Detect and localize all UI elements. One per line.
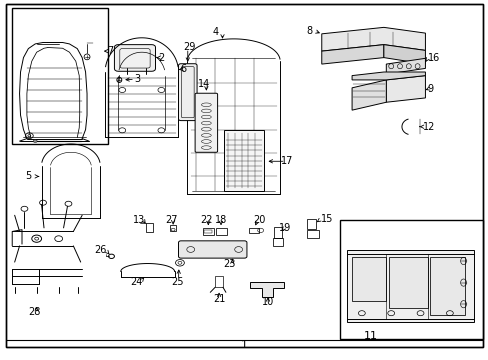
Polygon shape bbox=[321, 45, 383, 64]
Text: 2: 2 bbox=[158, 53, 164, 63]
Bar bbox=[272, 238, 282, 246]
Text: 18: 18 bbox=[214, 215, 227, 225]
Text: 11: 11 bbox=[363, 330, 377, 341]
Text: 9: 9 bbox=[427, 84, 433, 94]
Text: 24: 24 bbox=[130, 276, 143, 287]
Text: 21: 21 bbox=[212, 294, 225, 304]
FancyBboxPatch shape bbox=[195, 93, 217, 152]
Bar bbox=[145, 223, 152, 232]
FancyBboxPatch shape bbox=[178, 241, 246, 258]
Bar bbox=[351, 257, 386, 301]
Polygon shape bbox=[386, 76, 425, 102]
Text: 6: 6 bbox=[180, 64, 186, 74]
Bar bbox=[204, 230, 212, 233]
Polygon shape bbox=[351, 80, 386, 110]
Bar bbox=[216, 228, 226, 235]
Polygon shape bbox=[383, 45, 425, 64]
Bar bbox=[306, 230, 319, 238]
Bar bbox=[224, 130, 264, 191]
Text: 8: 8 bbox=[306, 26, 312, 36]
Text: 28: 28 bbox=[28, 307, 41, 318]
Polygon shape bbox=[321, 27, 425, 51]
Text: 23: 23 bbox=[223, 258, 236, 269]
Text: 14: 14 bbox=[198, 78, 210, 89]
Text: 10: 10 bbox=[261, 297, 274, 307]
Bar bbox=[339, 220, 482, 339]
Bar bbox=[346, 250, 473, 322]
Bar bbox=[306, 219, 315, 229]
Text: 20: 20 bbox=[252, 215, 265, 225]
Text: 29: 29 bbox=[183, 42, 196, 52]
Text: 25: 25 bbox=[170, 276, 183, 287]
Bar bbox=[12, 8, 107, 144]
Polygon shape bbox=[351, 72, 425, 80]
Bar bbox=[273, 227, 281, 238]
Ellipse shape bbox=[33, 140, 37, 143]
Bar bbox=[429, 257, 464, 315]
Polygon shape bbox=[250, 282, 283, 297]
Bar bbox=[249, 228, 259, 233]
Text: 3: 3 bbox=[134, 74, 140, 84]
Text: 1: 1 bbox=[241, 340, 247, 350]
Text: 15: 15 bbox=[320, 214, 332, 224]
Bar bbox=[215, 276, 223, 287]
Bar bbox=[170, 225, 176, 231]
Bar bbox=[203, 228, 213, 235]
Text: 26: 26 bbox=[94, 245, 106, 255]
Text: 17: 17 bbox=[281, 156, 293, 166]
Bar bbox=[388, 257, 427, 308]
Polygon shape bbox=[386, 58, 425, 74]
FancyBboxPatch shape bbox=[178, 64, 197, 121]
Text: 5: 5 bbox=[25, 171, 31, 181]
Text: 7: 7 bbox=[107, 46, 113, 56]
Text: 22: 22 bbox=[200, 215, 212, 225]
Text: 27: 27 bbox=[164, 215, 177, 225]
Text: 12: 12 bbox=[422, 122, 434, 132]
Text: 19: 19 bbox=[279, 222, 291, 233]
Text: 13: 13 bbox=[133, 215, 145, 225]
FancyBboxPatch shape bbox=[114, 45, 155, 71]
Text: 4: 4 bbox=[212, 27, 218, 37]
Text: 16: 16 bbox=[427, 53, 439, 63]
